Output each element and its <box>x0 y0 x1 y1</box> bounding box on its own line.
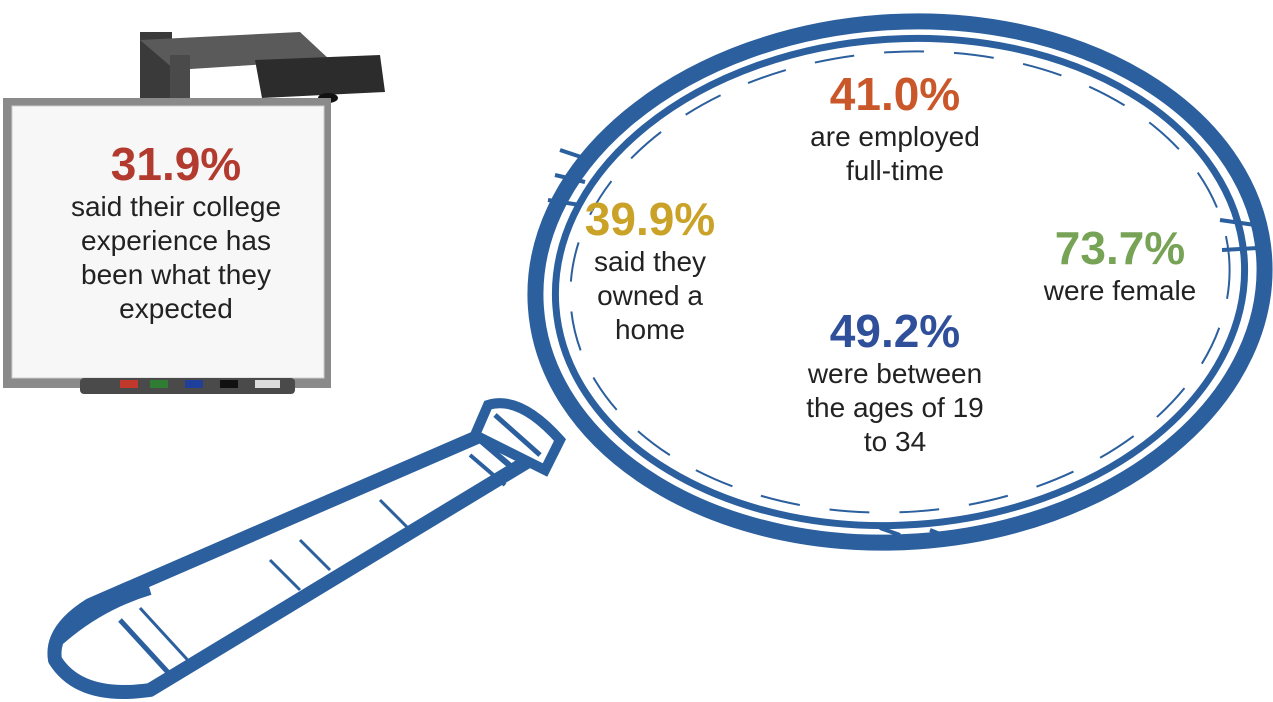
stat-ages-line-2: the ages of 19 <box>806 392 984 423</box>
stat-college-line-2: experience has <box>81 225 271 256</box>
stat-employed-percent: 41.0% <box>829 68 961 120</box>
stat-college: 31.9% said their college experience has … <box>46 138 306 326</box>
stat-home-line-3: home <box>614 314 686 345</box>
stat-ages-line-1: were between <box>807 358 983 389</box>
stat-employed-line-1: are employed <box>810 121 980 152</box>
stat-home: 39.9% said they owned a home <box>560 193 740 347</box>
stat-home-line-1: said they <box>593 246 707 277</box>
stat-ages: 49.2% were between the ages of 19 to 34 <box>770 305 1020 459</box>
magnifying-glass-icon <box>47 13 1273 699</box>
stat-college-line-4: expected <box>119 293 233 324</box>
stat-female-line-1: were female <box>1043 275 1197 306</box>
stat-employed-line-2: full-time <box>845 155 944 186</box>
stat-ages-line-3: to 34 <box>863 426 927 457</box>
stat-employed: 41.0% are employed full-time <box>770 68 1020 188</box>
stat-college-line-3: been what they <box>81 259 271 290</box>
stat-female-percent: 73.7% <box>1054 222 1186 274</box>
stat-college-line-1: said their college <box>70 191 282 222</box>
smartboard-projector-icon <box>3 32 385 394</box>
stat-home-percent: 39.9% <box>584 193 716 245</box>
stat-home-line-2: owned a <box>597 280 703 311</box>
stat-college-percent: 31.9% <box>110 138 242 190</box>
stat-female: 73.7% were female <box>1010 222 1230 308</box>
stat-ages-percent: 49.2% <box>829 305 961 357</box>
